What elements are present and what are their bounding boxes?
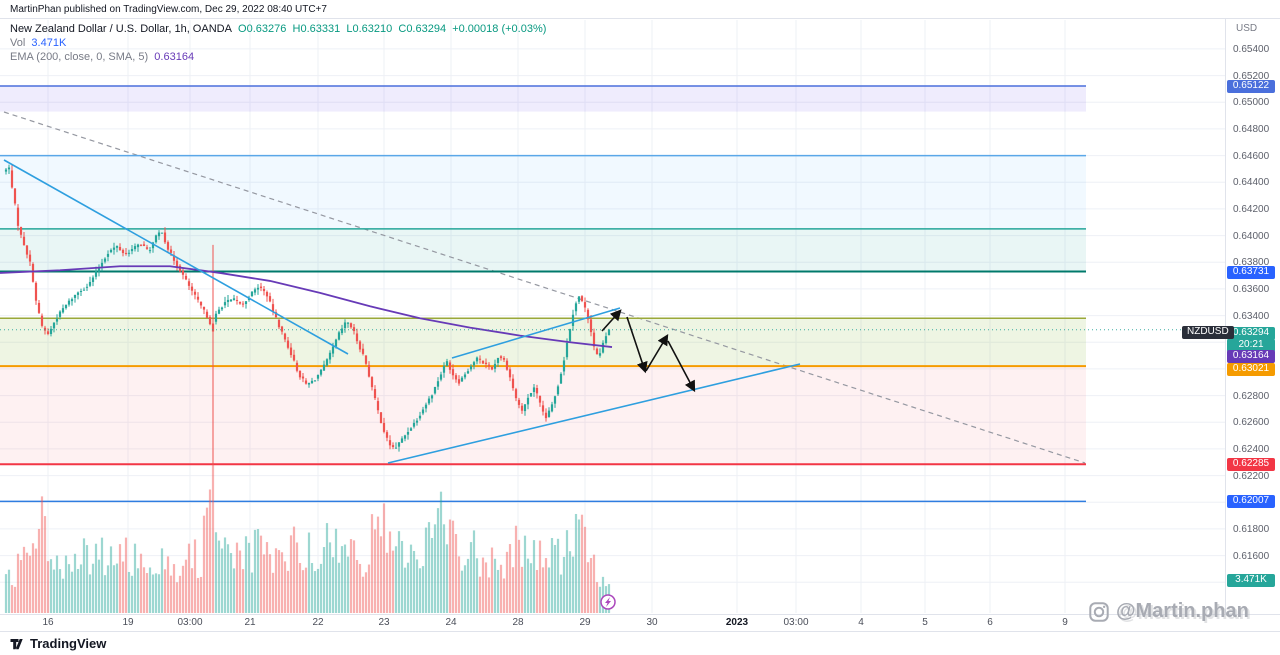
time-tick-label: 19 bbox=[122, 617, 134, 628]
chart-legend: New Zealand Dollar / U.S. Dollar, 1h, OA… bbox=[10, 23, 546, 65]
price-tick-label: 0.65400 bbox=[1233, 43, 1270, 55]
time-tick-label: 21 bbox=[244, 617, 256, 628]
price-tick-label: 0.62400 bbox=[1233, 443, 1270, 455]
publish-bar: MartinPhan published on TradingView.com,… bbox=[0, 0, 1280, 19]
price-tick-label: 0.62200 bbox=[1233, 470, 1270, 482]
time-tick-label: 30 bbox=[646, 617, 658, 628]
axis-badge-level-63731: 0.63731 bbox=[1227, 266, 1275, 279]
time-axis[interactable]: 16 19 03:00 21 22 23 24 28 29 30 2023 03:00 4 5 6 9 bbox=[0, 614, 1280, 632]
instagram-icon bbox=[1088, 601, 1110, 623]
axis-badge-ema-value: 0.63164 bbox=[1227, 350, 1275, 363]
descending-dashed-trendline[interactable] bbox=[3, 111, 1086, 464]
axis-badge-level-62007: 0.62007 bbox=[1227, 495, 1275, 508]
author-handle: @Martin.phan bbox=[1116, 600, 1249, 622]
grid-lines bbox=[0, 20, 1225, 613]
price-tick-label: 0.62800 bbox=[1233, 390, 1270, 402]
ohlc-low: L0.63210 bbox=[346, 23, 393, 35]
axis-badge-last-price: 0.63294 bbox=[1227, 327, 1275, 340]
price-tick-label: 0.64000 bbox=[1233, 230, 1270, 242]
price-axis[interactable]: USD 0.65400 0.65200 0.65000 0.64800 0.64600 0… bbox=[1225, 19, 1280, 614]
ohlc-close: C0.63294 bbox=[398, 23, 447, 35]
time-tick-label: 9 bbox=[1062, 617, 1068, 628]
ohlc-open: O0.63276 bbox=[238, 23, 287, 35]
price-tick-label: 0.62600 bbox=[1233, 417, 1270, 429]
axis-badge-volume-value: 3.471K bbox=[1227, 574, 1275, 587]
candlesticks bbox=[4, 164, 611, 465]
trendlines[interactable] bbox=[3, 159, 801, 464]
time-tick-label: 16 bbox=[42, 617, 54, 628]
symbol-title[interactable]: New Zealand Dollar / U.S. Dollar, 1h, OA… bbox=[10, 23, 232, 35]
ema-line bbox=[0, 265, 613, 348]
axis-badge-level-63021: 0.63021 bbox=[1227, 363, 1275, 376]
time-tick-label: 2023 bbox=[725, 617, 749, 628]
axis-badge-level-62285: 0.62285 bbox=[1227, 458, 1275, 471]
time-tick-label: 28 bbox=[512, 617, 524, 628]
volume-indicator-value: 3.471K bbox=[31, 37, 67, 49]
price-tick-label: 0.65200 bbox=[1233, 70, 1270, 82]
time-tick-label: 5 bbox=[922, 617, 928, 628]
footer-bar: TradingView bbox=[0, 631, 1280, 655]
axis-badge-level-65122: 0.65122 bbox=[1227, 80, 1275, 93]
price-tick-label: 0.65000 bbox=[1233, 97, 1270, 109]
price-tick-label: 0.63600 bbox=[1233, 283, 1270, 295]
price-tick-label: 0.64400 bbox=[1233, 177, 1270, 189]
time-tick-label: 29 bbox=[579, 617, 591, 628]
time-tick-label: 4 bbox=[858, 617, 864, 628]
price-tick-label: 0.64600 bbox=[1233, 150, 1270, 162]
ohlc-high: H0.63331 bbox=[292, 23, 341, 35]
ema-indicator-label[interactable]: EMA (200, close, 0, SMA, 5) bbox=[10, 51, 149, 63]
projection-arrows[interactable] bbox=[601, 309, 696, 393]
horizontal-levels[interactable] bbox=[0, 85, 1086, 503]
volume-indicator-label[interactable]: Vol bbox=[10, 37, 26, 49]
time-tick-label: 24 bbox=[445, 617, 457, 628]
author-watermark: @Martin.phan bbox=[1088, 600, 1249, 623]
chart-canvas[interactable] bbox=[0, 0, 1225, 614]
axis-badge-countdown: 20:21 bbox=[1227, 339, 1275, 352]
symbol-price-tag: NZDUSD bbox=[1182, 326, 1234, 339]
time-tick-label: 22 bbox=[312, 617, 324, 628]
time-tick-label: 03:00 bbox=[783, 617, 809, 628]
publish-line: MartinPhan published on TradingView.com,… bbox=[10, 3, 327, 15]
tradingview-wordmark[interactable]: TradingView bbox=[30, 636, 107, 651]
price-tick-label: 0.64800 bbox=[1233, 123, 1270, 135]
tradingview-logo-icon[interactable] bbox=[9, 636, 25, 652]
time-tick-label: 6 bbox=[987, 617, 993, 628]
price-tick-label: 0.64200 bbox=[1233, 203, 1270, 215]
price-tick-label: 0.63800 bbox=[1233, 257, 1270, 269]
price-change: +0.00018 (+0.03%) bbox=[452, 23, 547, 35]
lightning-icon[interactable] bbox=[600, 594, 616, 610]
price-tick-label: 0.61800 bbox=[1233, 523, 1270, 535]
time-tick-label: 03:00 bbox=[177, 617, 203, 628]
price-tick-label: 0.61600 bbox=[1233, 550, 1270, 562]
axis-currency-label: USD bbox=[1236, 23, 1258, 34]
volume-bars bbox=[4, 463, 611, 613]
price-tick-label: 0.63400 bbox=[1233, 310, 1270, 322]
time-tick-label: 23 bbox=[378, 617, 390, 628]
ema-indicator-value: 0.63164 bbox=[154, 51, 195, 63]
